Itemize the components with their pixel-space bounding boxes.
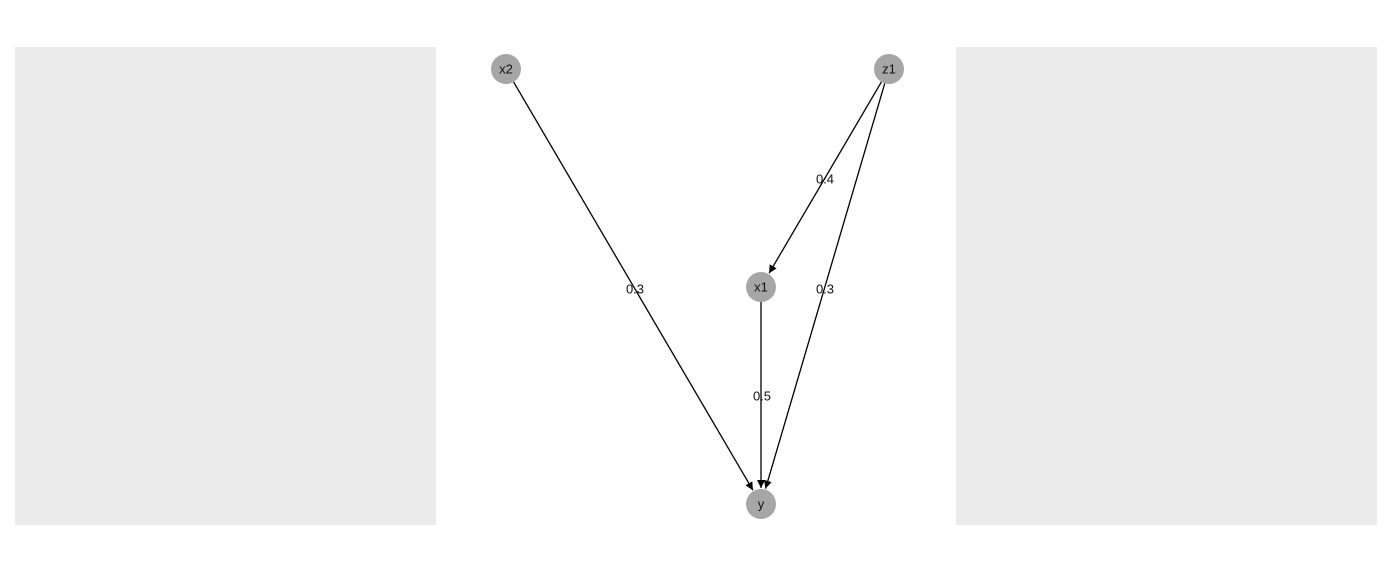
right-background-panel — [956, 47, 1377, 525]
edge-z1-to-x1 — [768, 81, 882, 274]
nodes-group: x2 z1 x1 y — [491, 54, 904, 519]
node-label-x1: x1 — [754, 280, 768, 295]
left-background-panel — [15, 47, 436, 525]
node-circle-x2 — [491, 54, 521, 84]
edge-label-x1-to-y: 0.5 — [753, 389, 771, 404]
node-label-z1: z1 — [882, 62, 896, 77]
node-x1: x1 — [746, 272, 776, 302]
node-label-x2: x2 — [499, 62, 513, 77]
node-z1: z1 — [874, 54, 904, 84]
node-x2: x2 — [491, 54, 521, 84]
edges-group: 0.3 0.4 0.3 0.5 — [513, 81, 886, 491]
node-circle-x1 — [746, 272, 776, 302]
node-y: y — [746, 489, 776, 519]
node-circle-z1 — [874, 54, 904, 84]
edge-label-z1-to-y: 0.3 — [816, 282, 834, 297]
edge-label-z1-to-x1: 0.4 — [816, 172, 834, 187]
node-circle-y — [746, 489, 776, 519]
edge-x2-to-y — [513, 81, 754, 491]
edge-z1-to-y — [763, 83, 886, 489]
node-label-y: y — [758, 497, 765, 512]
edge-label-x2-to-y: 0.3 — [626, 282, 644, 297]
